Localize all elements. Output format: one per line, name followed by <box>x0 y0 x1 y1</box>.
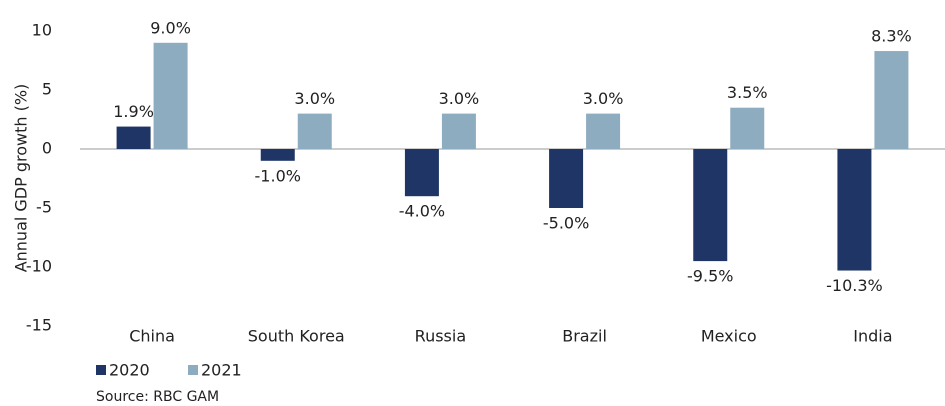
legend-label: 2021 <box>201 361 242 380</box>
bar <box>874 51 909 150</box>
x-tick-label: Brazil <box>562 327 607 346</box>
y-tick-label: -10 <box>26 257 52 276</box>
bar <box>586 113 621 149</box>
y-tick-label: 0 <box>42 139 52 158</box>
bar <box>260 149 295 161</box>
data-label: -4.0% <box>399 202 445 221</box>
y-tick-label: -15 <box>26 316 52 335</box>
bar <box>404 149 439 197</box>
data-label: -5.0% <box>543 214 589 233</box>
x-tick-label: India <box>853 327 892 346</box>
bar <box>693 149 728 262</box>
bar <box>441 113 476 149</box>
data-label: 3.0% <box>439 89 480 108</box>
bar <box>549 149 584 208</box>
data-label: 3.0% <box>583 89 624 108</box>
legend-swatch <box>96 365 106 375</box>
data-label: 8.3% <box>871 27 912 46</box>
bar <box>730 107 765 149</box>
data-label: -10.3% <box>826 276 883 295</box>
y-tick-label: -5 <box>36 198 52 217</box>
data-label: -9.5% <box>687 267 733 286</box>
data-label: 1.9% <box>113 102 154 121</box>
x-tick-label: Russia <box>415 327 466 346</box>
bar <box>837 149 872 271</box>
legend-label: 2020 <box>109 361 150 380</box>
x-tick-label: Mexico <box>701 327 757 346</box>
bar <box>153 42 188 149</box>
x-tick-label: South Korea <box>248 327 345 346</box>
bar <box>297 113 332 149</box>
data-label: 3.0% <box>294 89 335 108</box>
data-label: -1.0% <box>255 166 301 185</box>
y-tick-label: 5 <box>42 80 52 99</box>
legend-swatch <box>188 365 198 375</box>
data-label: 3.5% <box>727 83 768 102</box>
source: Source: RBC GAM <box>96 389 219 405</box>
y-axis-label: Annual GDP growth (%) <box>12 84 31 273</box>
bar <box>116 126 151 149</box>
data-label: 9.0% <box>150 18 191 37</box>
y-tick-label: 10 <box>32 21 52 40</box>
x-tick-label: China <box>129 327 175 346</box>
